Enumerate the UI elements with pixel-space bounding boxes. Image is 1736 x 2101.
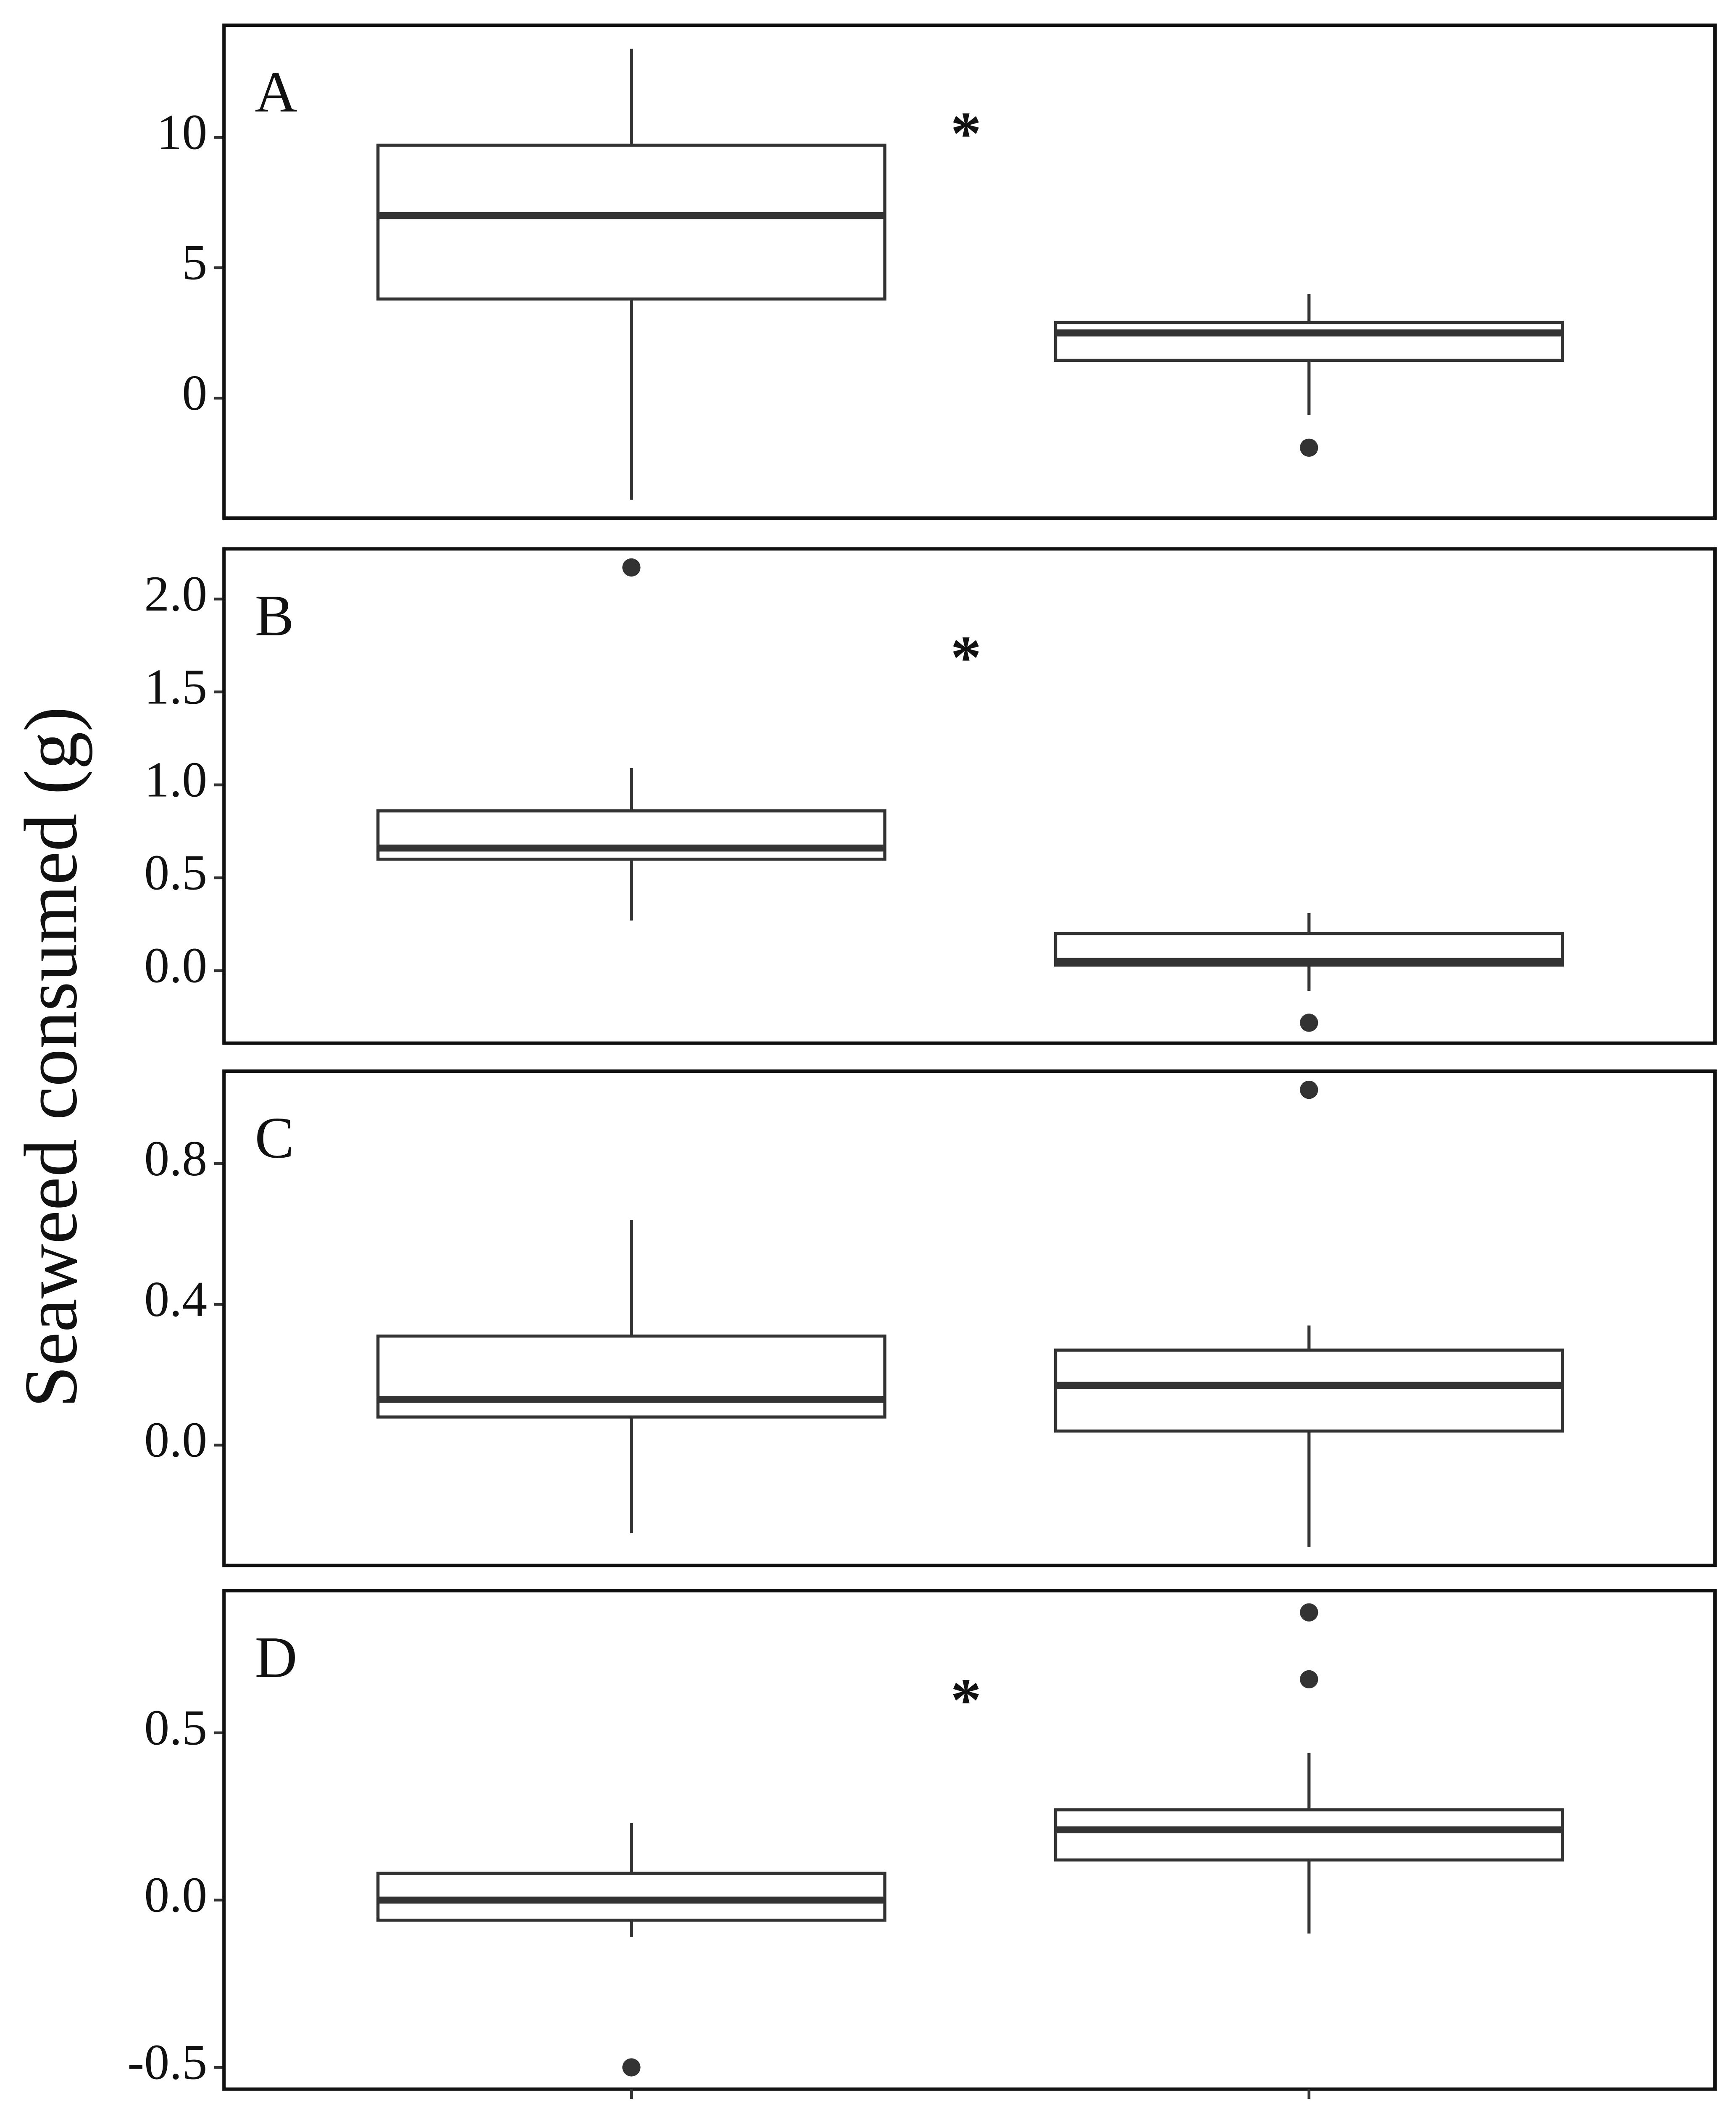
y-tick-label: -0.5 <box>127 2034 207 2090</box>
panel-frame <box>222 1069 1717 1567</box>
y-tick-label: 0.0 <box>144 1412 207 1468</box>
y-tick-label: 0.5 <box>144 1699 207 1755</box>
y-tick-label: 1.5 <box>144 658 207 714</box>
y-tick-label: 1.0 <box>144 751 207 807</box>
panel-label: B <box>255 583 294 648</box>
panel-label: C <box>255 1106 294 1171</box>
y-tick-label: 0.5 <box>144 844 207 900</box>
y-tick-label: 0.4 <box>144 1271 207 1327</box>
y-tick-label: 0.0 <box>144 1867 207 1922</box>
outlier <box>1300 1670 1318 1689</box>
panel-label: D <box>255 1625 297 1690</box>
box <box>376 809 886 861</box>
y-tick-label: 10 <box>157 104 207 160</box>
box <box>1054 1348 1564 1433</box>
y-tick-label: 0 <box>182 365 207 421</box>
significance-mark: * <box>951 1666 981 1734</box>
panel-label: A <box>255 59 297 124</box>
box <box>376 143 886 301</box>
outlier <box>1300 1080 1318 1099</box>
panel-frame <box>222 23 1717 520</box>
outlier <box>622 558 641 577</box>
y-axis-label: Seaweed consumed (g) <box>9 706 92 1408</box>
panel-frame <box>222 547 1717 1045</box>
y-tick-label: 5 <box>182 234 207 290</box>
box <box>1054 1808 1564 1862</box>
significance-mark: * <box>951 623 981 692</box>
outlier <box>622 2058 641 2077</box>
box <box>1054 321 1564 362</box>
y-tick-label: 0.0 <box>144 937 207 993</box>
box <box>376 1334 886 1419</box>
outlier <box>1300 1014 1318 1032</box>
outlier <box>1300 1603 1318 1622</box>
y-tick-label: 0.8 <box>144 1130 207 1186</box>
significance-mark: * <box>951 99 981 168</box>
x-tick-label: Devilweed <box>1145 2095 1473 2101</box>
y-tick-label: 2.0 <box>144 566 207 621</box>
x-tick-label: Kelp <box>558 2095 705 2101</box>
panel-frame <box>222 1589 1717 2091</box>
outlier <box>1300 438 1318 457</box>
